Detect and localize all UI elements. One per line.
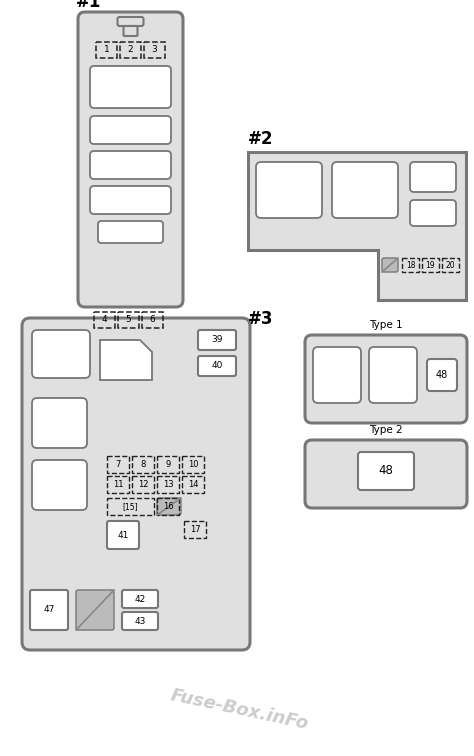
Text: 14: 14 — [188, 480, 198, 489]
Text: 43: 43 — [134, 616, 146, 625]
FancyBboxPatch shape — [369, 347, 417, 403]
Text: 20: 20 — [446, 261, 456, 269]
FancyBboxPatch shape — [410, 200, 456, 226]
Bar — [96, 42, 117, 58]
Bar — [422, 258, 439, 272]
Bar — [132, 476, 154, 493]
Bar — [142, 312, 163, 328]
Text: Type 2: Type 2 — [369, 425, 403, 435]
FancyBboxPatch shape — [122, 612, 158, 630]
FancyBboxPatch shape — [118, 17, 144, 26]
Text: 7: 7 — [115, 460, 121, 469]
FancyBboxPatch shape — [358, 452, 414, 490]
FancyBboxPatch shape — [90, 186, 171, 214]
FancyBboxPatch shape — [32, 398, 87, 448]
Text: 16: 16 — [163, 502, 173, 511]
Bar — [182, 476, 204, 493]
FancyBboxPatch shape — [305, 335, 467, 423]
Bar — [157, 498, 179, 515]
Text: 47: 47 — [43, 606, 55, 615]
Bar — [118, 312, 139, 328]
Text: 12: 12 — [138, 480, 148, 489]
Polygon shape — [248, 152, 466, 300]
FancyBboxPatch shape — [124, 26, 137, 36]
Text: 10: 10 — [188, 460, 198, 469]
FancyBboxPatch shape — [98, 221, 163, 243]
FancyBboxPatch shape — [410, 162, 456, 192]
FancyBboxPatch shape — [90, 116, 171, 144]
Text: 40: 40 — [211, 361, 223, 370]
Text: 48: 48 — [436, 370, 448, 380]
FancyBboxPatch shape — [427, 359, 457, 391]
FancyBboxPatch shape — [157, 498, 181, 515]
Text: 42: 42 — [134, 594, 146, 603]
FancyBboxPatch shape — [313, 347, 361, 403]
FancyBboxPatch shape — [332, 162, 398, 218]
Text: 4: 4 — [102, 315, 107, 324]
FancyBboxPatch shape — [90, 151, 171, 179]
FancyBboxPatch shape — [256, 162, 322, 218]
Text: 6: 6 — [150, 315, 155, 324]
FancyBboxPatch shape — [90, 66, 171, 108]
Text: #2: #2 — [248, 130, 273, 148]
Text: 39: 39 — [211, 336, 223, 345]
Bar — [184, 521, 206, 538]
Text: 48: 48 — [379, 464, 393, 478]
Bar — [132, 456, 154, 473]
Text: 5: 5 — [126, 315, 131, 324]
Polygon shape — [100, 340, 152, 380]
FancyBboxPatch shape — [107, 521, 139, 549]
Text: #3: #3 — [248, 310, 273, 328]
FancyBboxPatch shape — [382, 258, 398, 272]
Text: Fuse-Box.inFo: Fuse-Box.inFo — [169, 686, 311, 733]
Bar — [182, 456, 204, 473]
Text: 9: 9 — [165, 460, 171, 469]
FancyBboxPatch shape — [76, 590, 114, 630]
Bar — [402, 258, 419, 272]
Bar — [442, 258, 459, 272]
FancyBboxPatch shape — [122, 590, 158, 608]
FancyBboxPatch shape — [198, 330, 236, 350]
Bar — [107, 498, 154, 515]
FancyBboxPatch shape — [30, 590, 68, 630]
FancyBboxPatch shape — [305, 440, 467, 508]
Bar — [107, 456, 129, 473]
Text: 1: 1 — [104, 45, 109, 54]
Text: 2: 2 — [128, 45, 133, 54]
Text: [15]: [15] — [123, 502, 138, 511]
Text: 17: 17 — [190, 525, 201, 534]
Bar — [107, 476, 129, 493]
Text: 13: 13 — [163, 480, 173, 489]
Bar — [94, 312, 115, 328]
Text: 3: 3 — [152, 45, 157, 54]
FancyBboxPatch shape — [198, 356, 236, 376]
FancyBboxPatch shape — [32, 460, 87, 510]
Text: 19: 19 — [426, 261, 435, 269]
Text: 18: 18 — [406, 261, 415, 269]
Text: Type 1: Type 1 — [369, 320, 403, 330]
Text: 8: 8 — [140, 460, 146, 469]
FancyBboxPatch shape — [22, 318, 250, 650]
Text: #1: #1 — [76, 0, 101, 11]
Bar — [157, 456, 179, 473]
Bar — [120, 42, 141, 58]
FancyBboxPatch shape — [32, 330, 90, 378]
Text: 11: 11 — [113, 480, 123, 489]
Bar — [144, 42, 165, 58]
FancyBboxPatch shape — [78, 12, 183, 307]
Text: 41: 41 — [117, 531, 128, 540]
Bar — [157, 476, 179, 493]
